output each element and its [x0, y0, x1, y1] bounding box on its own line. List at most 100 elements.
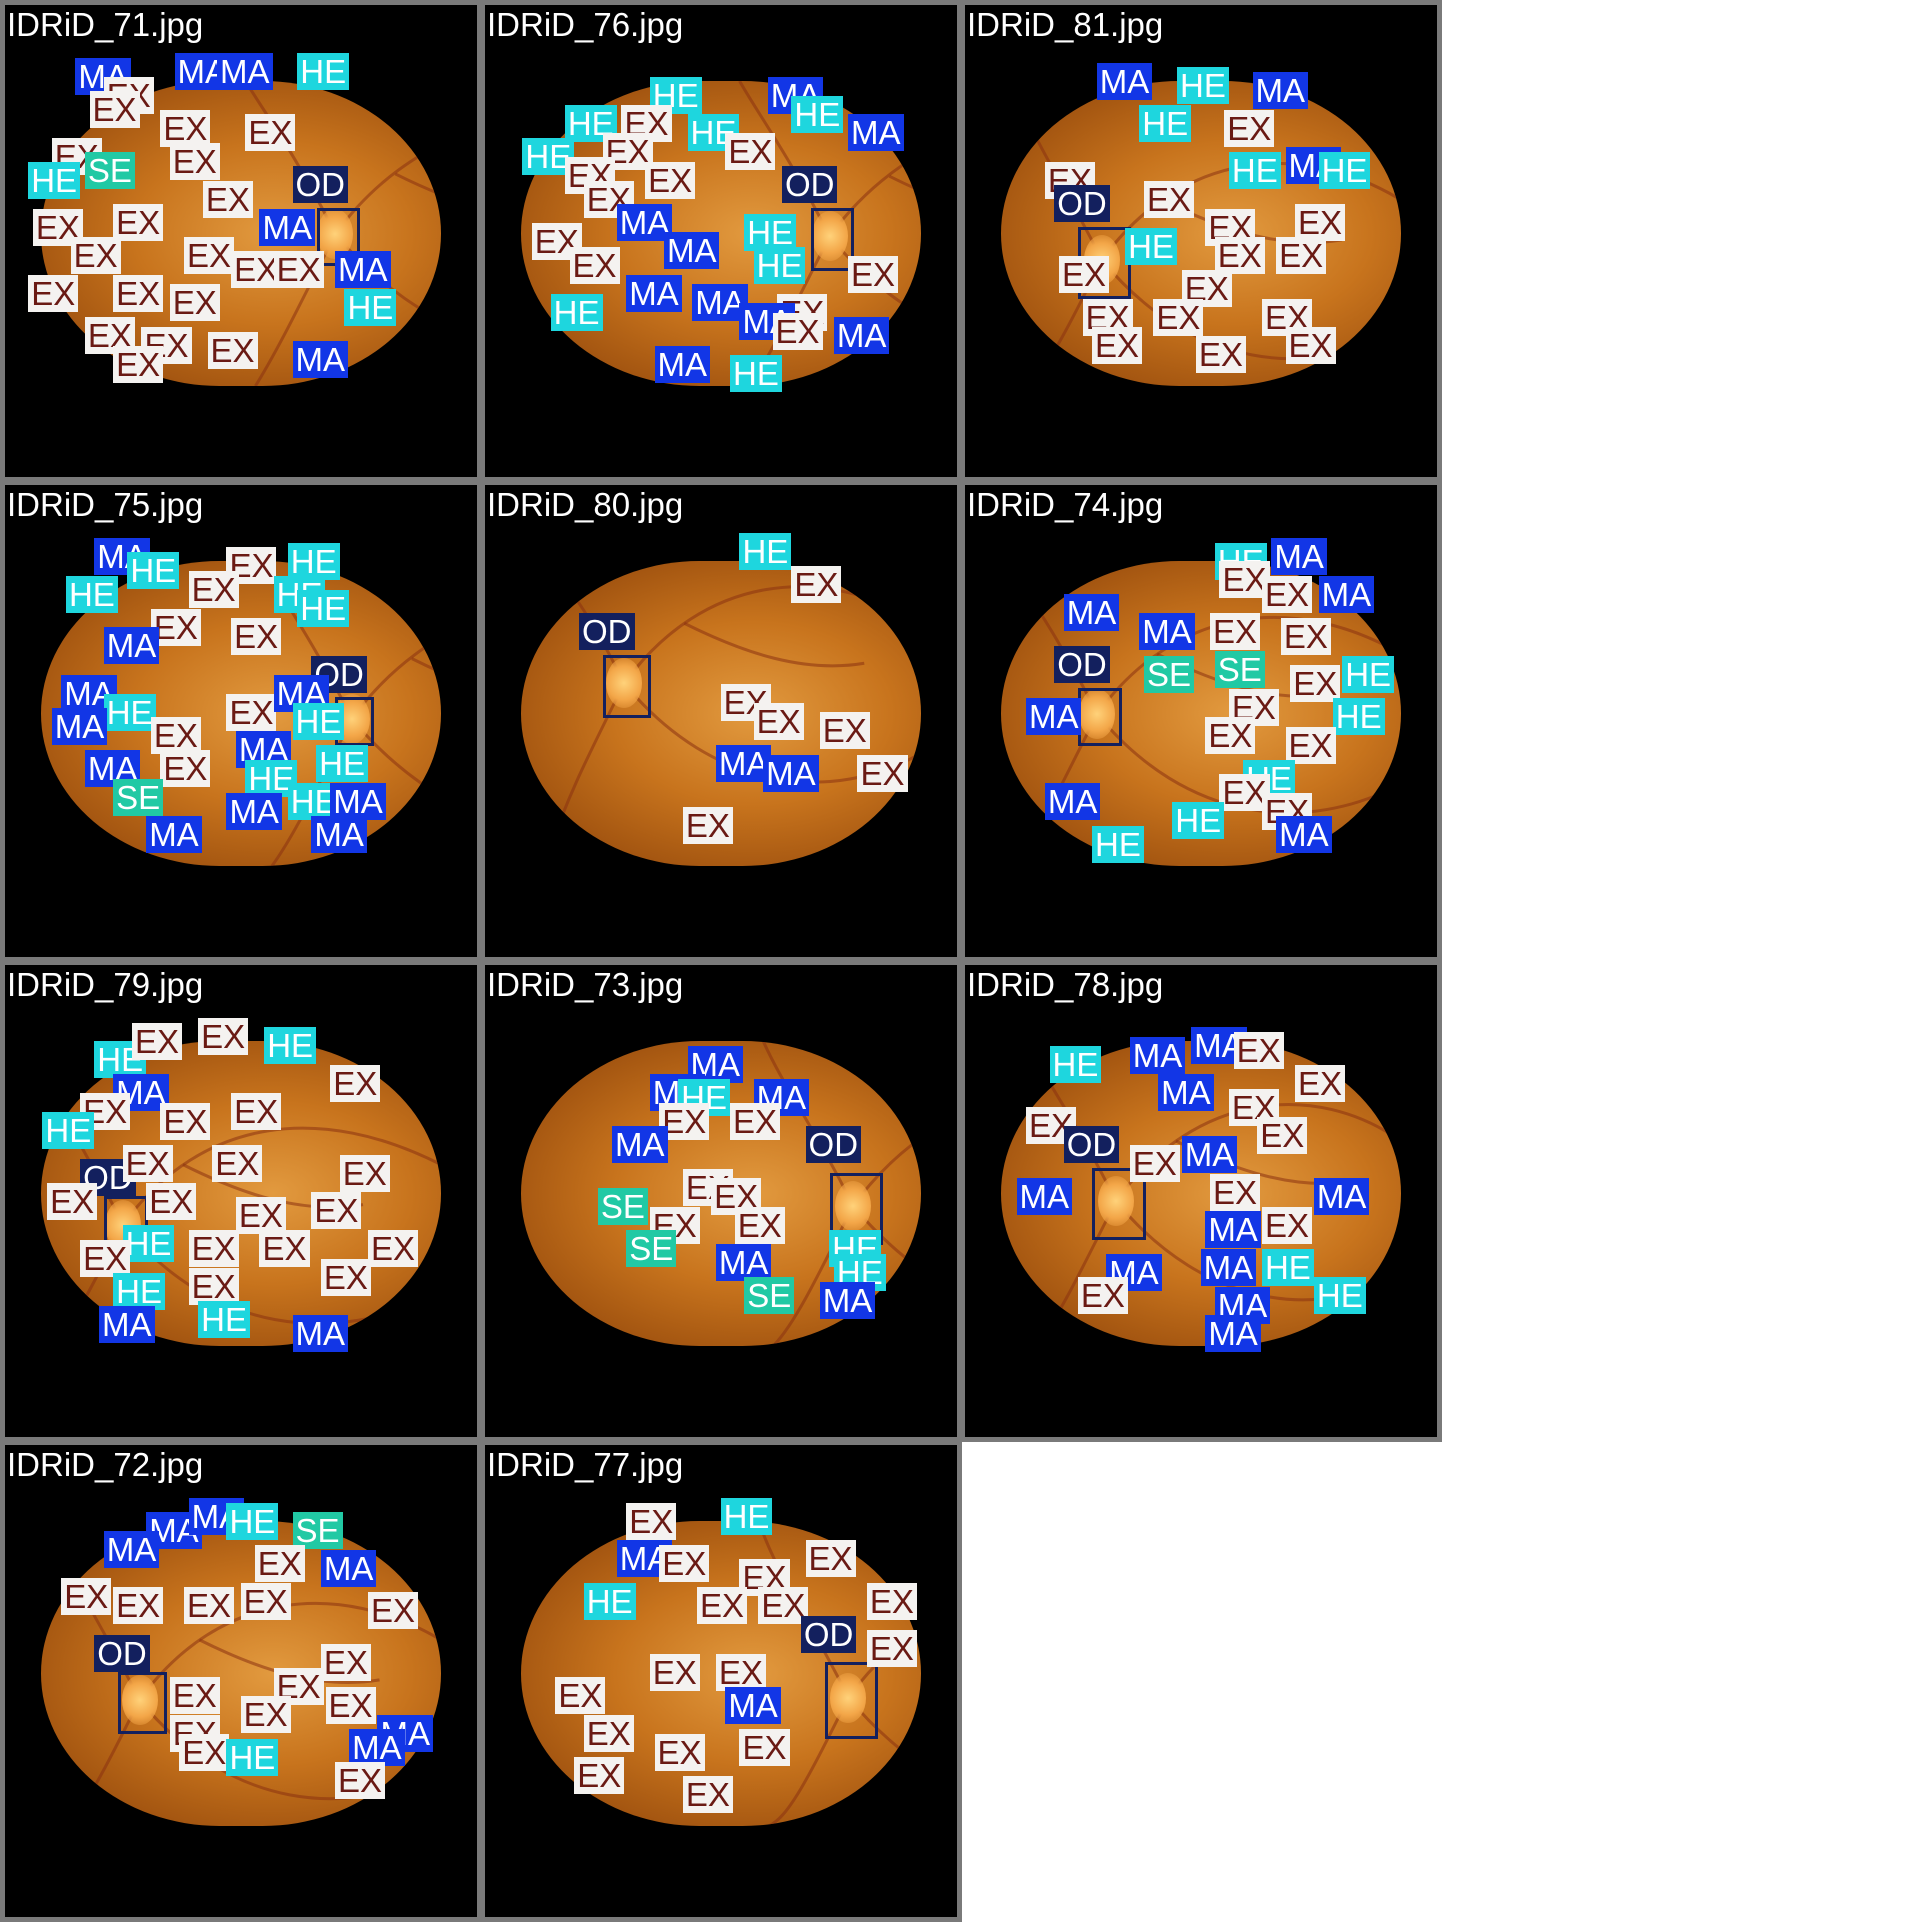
detection-label: HE: [1313, 1277, 1366, 1315]
detection-label: EX: [654, 1733, 705, 1771]
detection-label: MA: [217, 53, 273, 91]
detection-label: HE: [122, 1225, 175, 1263]
detection-label: EX: [113, 204, 164, 242]
vessel: [623, 585, 921, 685]
detection-label: EX: [715, 1653, 766, 1691]
detection-label: EX: [866, 1629, 917, 1667]
image-tile[interactable]: HEMAEXEXMAMAMAEXEXODSESEHEEXMAEXHEEXEXMA…: [960, 480, 1442, 962]
detection-label: EX: [226, 693, 277, 731]
detection-label: EX: [659, 1102, 710, 1140]
detection-label: EX: [169, 1677, 220, 1715]
detection-label: EX: [198, 1017, 249, 1055]
detection-label: EX: [207, 331, 258, 369]
image-filename: IDRiD_74.jpg: [967, 486, 1164, 523]
detection-label: EX: [772, 312, 823, 350]
image-tile[interactable]: HEMAHEEXHEHEMAEXEXHEEXEXODEXMAEXHEMAEXHE…: [480, 0, 962, 482]
image-tile[interactable]: EX HE MA EX EX EX HE EX EX EX OD EX EX EX EX MA EX EX EX EX…: [480, 1440, 962, 1922]
detection-label: EX: [857, 754, 908, 792]
detection-label: EX: [626, 1502, 677, 1540]
image-tile[interactable]: HE EX OD EX EX EX MA MA EX EX IDRiD_80.jpg: [480, 480, 962, 962]
detection-label: MA: [833, 317, 890, 355]
image-filename: IDRiD_76.jpg: [487, 6, 684, 43]
detection-label: EX: [150, 608, 201, 646]
detection-label: EX: [758, 1587, 809, 1625]
detection-label: EX: [273, 251, 324, 289]
detections: MAMAHEMAEXEXODMAEXEXSEEXEXSEHEMAHESEMA: [485, 965, 957, 1437]
detection-label: MA: [612, 1126, 668, 1164]
detection-label: EX: [368, 1230, 419, 1268]
detection-label: EX: [555, 1677, 606, 1715]
detection-label: EX: [231, 251, 282, 289]
detection-label: EX: [132, 1022, 183, 1060]
image-tile[interactable]: MAMAHESEMAEXMAEXEXEXEXEXODEXEXEXEXEXMAEX…: [0, 1440, 482, 1922]
detection-label: EX: [160, 1102, 211, 1140]
detection-label: MA: [292, 341, 349, 378]
detections: EX HE MA EX EX EX HE EX EX EX OD EX EX EX EX MA EX EX EX EX…: [485, 1445, 957, 1917]
detection-label: HE: [730, 355, 782, 393]
detection-label: EX: [368, 1592, 419, 1630]
detections: HE MA MA EX MA EX EX EX OD EX MA EX MA EX MA MA EX MA MA HE…: [965, 965, 1437, 1437]
vessel: [847, 1696, 921, 1770]
detection-label: HE: [316, 745, 368, 783]
detection-label: EX: [1219, 561, 1270, 599]
detection-label: EX: [320, 1258, 371, 1296]
detection-label: HE: [1261, 1249, 1314, 1287]
detection-label: EX: [1059, 256, 1110, 294]
detection-label: HE: [103, 693, 156, 731]
detection-label: HE: [791, 95, 844, 133]
detection-label: HE: [297, 53, 350, 91]
detection-label: EX: [659, 1545, 710, 1582]
detection-label: MA: [692, 284, 748, 322]
detections: HE EX OD EX EX EX MA MA EX EX: [485, 485, 957, 957]
optic-disc: [317, 208, 354, 259]
detection-label: MA: [103, 1530, 160, 1568]
detection-label: MA: [663, 232, 720, 270]
optic-disc: [1098, 1176, 1135, 1226]
detection-label: EX: [1285, 326, 1336, 364]
detections: HEMAEXEXMAMAMAEXEXODSESEHEEXMAEXHEEXEXMA…: [965, 485, 1437, 957]
detection-label: OD: [579, 613, 635, 651]
detection-label: MA: [819, 1282, 876, 1320]
detection-label: HE: [1049, 1046, 1102, 1084]
detection-label: OD: [1054, 646, 1110, 684]
detection-label: EX: [1092, 326, 1143, 364]
detections: MA HE MA HE EX HE MA HE EX OD EX EX EX HE EX EX EX EX EX EX…: [965, 5, 1437, 477]
detection-label: OD: [94, 1634, 150, 1672]
vessel: [411, 657, 441, 674]
image-tile[interactable]: MAMAMAHEEXEXEXEXEXSEHEODEXEXEXEXMAEXEXEX…: [0, 0, 482, 482]
image-filename: IDRiD_72.jpg: [7, 1446, 204, 1483]
detection-label: MA: [311, 816, 367, 854]
vessel: [542, 682, 626, 866]
detection-label: MA: [99, 1305, 155, 1343]
detection-label: HE: [287, 542, 340, 580]
detection-label: EX: [645, 161, 696, 199]
detection-label: MA: [1016, 1178, 1073, 1216]
vessel: [888, 174, 921, 193]
detection-label: MA: [1096, 62, 1153, 100]
detection-label: EX: [113, 274, 164, 312]
detections: HE EX EX HE MA EX EX EX EX HE OD EX EX EX EX EX EX EX HE EX…: [5, 965, 477, 1437]
detection-label: EX: [1280, 618, 1331, 656]
detection-label: EX: [791, 566, 842, 604]
detection-label: EX: [202, 180, 253, 218]
image-tile[interactable]: HE EX EX HE MA EX EX EX EX HE OD EX EX EX EX EX EX EX HE EX…: [0, 960, 482, 1442]
detections: HEMAHEEXHEHEMAEXEXHEEXEXODEXMAEXHEMAEXHE…: [485, 5, 957, 477]
image-tile[interactable]: HE MA MA EX MA EX EX EX OD EX MA EX MA EX MA MA EX MA MA HE…: [960, 960, 1442, 1442]
vessel: [334, 143, 441, 235]
image-filename: IDRiD_81.jpg: [967, 6, 1164, 43]
detection-label: MA: [335, 251, 391, 289]
detection-label: EX: [1290, 665, 1341, 703]
detection-label: EX: [1224, 109, 1275, 147]
image-tile[interactable]: MA HE MA HE EX HE MA HE EX OD EX EX EX HE EX EX EX EX EX EX…: [960, 0, 1442, 482]
detection-label: EX: [725, 133, 776, 171]
detection-label: EX: [1261, 1206, 1312, 1244]
image-tile[interactable]: MAHEEXHEHEEXHEEXEXHEMAODMAHEEXMAHEMAEXMA…: [0, 480, 482, 962]
detection-label: EX: [183, 237, 234, 275]
detection-label: MA: [1158, 1074, 1214, 1112]
detection-label: EX: [1129, 1145, 1180, 1183]
detection-label: SE: [113, 778, 164, 816]
detection-label: MA: [330, 783, 386, 821]
detection-label: EX: [212, 1145, 263, 1183]
image-tile[interactable]: MAMAHEMAEXEXODMAEXEXSEEXEXSEHEMAHESEMAID…: [480, 960, 962, 1442]
detection-label: EX: [183, 1587, 234, 1625]
